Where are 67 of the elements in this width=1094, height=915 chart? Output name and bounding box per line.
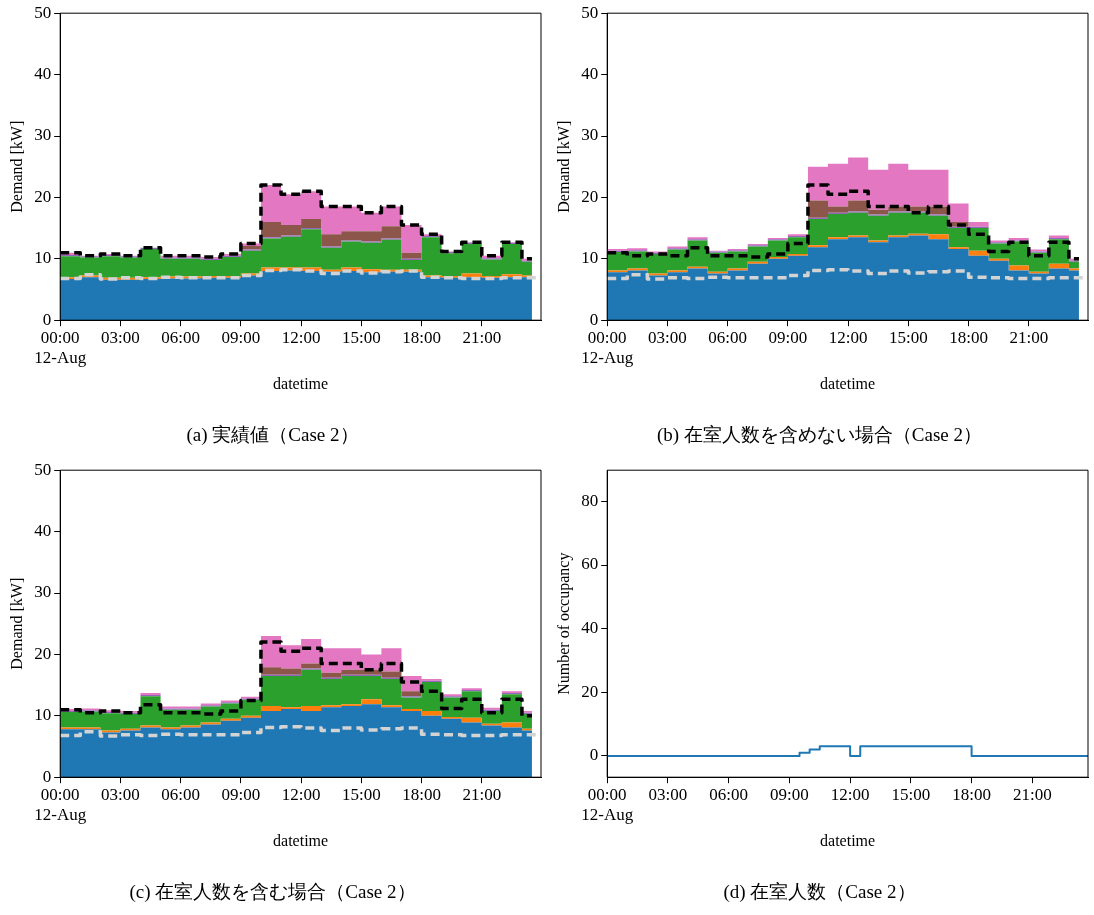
x-tick-label: 18:00 <box>402 784 441 804</box>
y-tick-label: 10 <box>34 705 52 725</box>
y-axis-title: Number of occupancy <box>554 552 573 695</box>
x-tick-label: 15:00 <box>891 784 931 804</box>
y-tick-label: 50 <box>34 459 52 479</box>
x-tick-label: 06:00 <box>161 784 201 804</box>
x-tick-label: 09:00 <box>221 784 261 804</box>
x-tick-label: 12:00 <box>830 784 870 804</box>
y-tick-label: 0 <box>42 766 52 786</box>
x-tick-label: 15:00 <box>341 327 381 347</box>
x-tick-label: 09:00 <box>770 784 809 804</box>
text: (b) 在室人数を含めない場合（Case 2） <box>656 423 983 446</box>
x-tick-label: 12:00 <box>281 327 321 347</box>
x-tick-label: 03:00 <box>101 784 140 804</box>
x-tick-label: 18:00 <box>949 327 988 347</box>
x-tick-label: 06:00 <box>708 327 748 347</box>
x-tick-label: 00:00 12-Aug <box>581 784 634 825</box>
x-tick-label: 00:00 12-Aug <box>34 784 87 825</box>
y-tick-label: 40 <box>581 618 599 638</box>
x-tick-label: 12:00 <box>281 784 321 804</box>
x-tick-label: 03:00 <box>648 327 687 347</box>
y-tick-label: 10 <box>581 248 599 268</box>
x-axis-title: datetime <box>820 831 876 849</box>
x-tick-label: 09:00 <box>768 327 808 347</box>
x-tick-label: 15:00 <box>341 784 381 804</box>
x-tick-label: 21:00 <box>462 784 502 804</box>
x-tick-label: 21:00 <box>1012 784 1052 804</box>
y-tick-label: 80 <box>581 490 599 510</box>
x-tick-label: 09:00 <box>221 327 261 347</box>
y-axis-title: Demand [kW] <box>554 120 572 213</box>
x-tick-label: 00:00 12-Aug <box>34 327 87 368</box>
y-tick-label: 30 <box>34 125 52 145</box>
y-tick-label: 0 <box>42 309 52 329</box>
y-tick-label: 20 <box>581 681 599 701</box>
y-tick-label: 0 <box>589 309 599 329</box>
y-tick-label: 20 <box>581 186 599 206</box>
y-axis-title: Demand [kW] <box>7 577 25 670</box>
x-axis-title: datetime <box>820 374 876 392</box>
x-tick-label: 06:00 <box>161 327 201 347</box>
y-tick-label: 50 <box>581 2 599 22</box>
text: (c) 在室人数を含む場合（Case 2） <box>129 880 416 903</box>
x-tick-label: 15:00 <box>888 327 928 347</box>
y-tick-label: 10 <box>34 248 52 268</box>
y-tick-label: 20 <box>34 643 52 663</box>
x-tick-label: 03:00 <box>648 784 688 804</box>
y-tick-label: 30 <box>34 582 52 602</box>
x-tick-label: 03:00 <box>101 327 140 347</box>
text: (d) 在室人数（Case 2） <box>723 880 916 903</box>
x-tick-label: 18:00 <box>952 784 991 804</box>
x-tick-label: 18:00 <box>402 327 441 347</box>
y-tick-label: 50 <box>34 2 52 22</box>
x-axis-title: datetime <box>273 374 329 392</box>
y-tick-label: 20 <box>34 186 52 206</box>
x-tick-label: 12:00 <box>828 327 868 347</box>
y-axis-title: Demand [kW] <box>7 120 25 213</box>
y-tick-label: 30 <box>581 125 599 145</box>
x-tick-label: 06:00 <box>709 784 749 804</box>
y-tick-label: 0 <box>589 745 599 765</box>
y-tick-label: 40 <box>34 521 52 541</box>
x-tick-label: 21:00 <box>1009 327 1049 347</box>
x-axis-title: datetime <box>273 831 329 849</box>
text: (a) 実績値（Case 2） <box>186 423 359 446</box>
x-tick-label: 00:00 12-Aug <box>581 327 634 368</box>
x-tick-label: 21:00 <box>462 327 502 347</box>
y-tick-label: 40 <box>34 64 52 84</box>
y-tick-label: 60 <box>581 554 599 574</box>
y-tick-label: 40 <box>581 64 599 84</box>
